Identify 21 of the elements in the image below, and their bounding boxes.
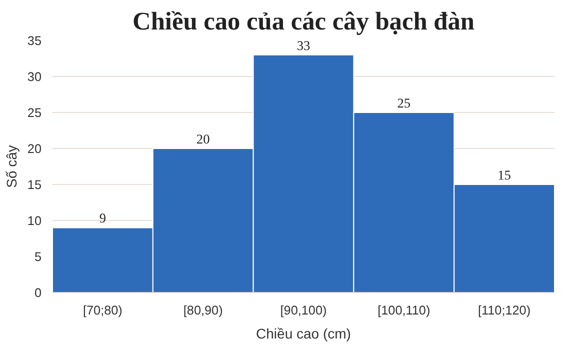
y-tick-label: 30: [27, 70, 42, 84]
chart-title: Chiều cao của các cây bạch đàn: [132, 8, 474, 36]
data-label: 33: [296, 38, 310, 53]
y-axis-title: Số cây: [3, 145, 20, 188]
x-tick-label: [70;80): [83, 304, 122, 318]
y-tick-label: 5: [34, 250, 42, 264]
data-label: 25: [397, 96, 411, 110]
data-label: 15: [498, 168, 512, 182]
x-tick-label: [80,90): [183, 304, 223, 318]
x-tick-label: [100,110): [378, 304, 430, 318]
y-tick-label: 10: [27, 214, 42, 228]
y-tick-label: 20: [27, 142, 42, 156]
y-tick-label: 15: [27, 178, 42, 192]
data-label: 20: [196, 132, 210, 146]
y-tick-label: 0: [34, 286, 42, 300]
x-tick-label: [110;120): [478, 304, 531, 318]
x-tick-label: [90,100): [280, 304, 327, 318]
data-label: 9: [99, 210, 106, 226]
x-axis-title: Chiều cao (cm): [256, 326, 351, 342]
y-tick-label: 35: [27, 34, 42, 48]
y-tick-label: 25: [27, 106, 42, 120]
